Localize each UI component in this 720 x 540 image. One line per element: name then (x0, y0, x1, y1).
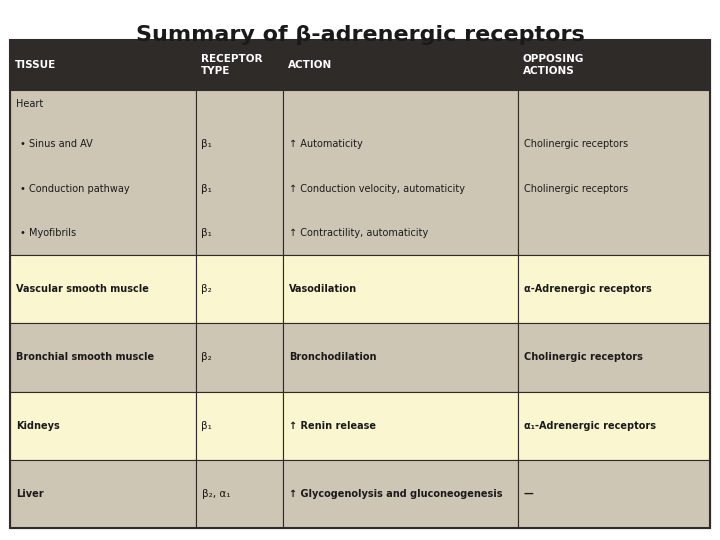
Text: β₂: β₂ (202, 284, 212, 294)
Text: Bronchodilation: Bronchodilation (289, 353, 377, 362)
Text: Vasodilation: Vasodilation (289, 284, 357, 294)
Text: ↑ Renin release: ↑ Renin release (289, 421, 376, 430)
Bar (283, 255, 518, 323)
Text: β₁: β₁ (202, 228, 212, 238)
Bar (518, 255, 710, 323)
Text: ↑ Automaticity: ↑ Automaticity (289, 139, 363, 149)
Bar (283, 392, 518, 460)
Text: Liver: Liver (16, 489, 44, 499)
Bar (196, 255, 283, 323)
Bar (10, 460, 196, 528)
Bar (283, 323, 518, 392)
Text: α₁-Adrenergic receptors: α₁-Adrenergic receptors (523, 421, 655, 430)
Text: ↑ Glycogenolysis and gluconeogenesis: ↑ Glycogenolysis and gluconeogenesis (289, 489, 503, 499)
Text: β₂: β₂ (202, 353, 212, 362)
Text: Cholinergic receptors: Cholinergic receptors (523, 353, 642, 362)
Bar (283, 460, 518, 528)
Text: Kidneys: Kidneys (16, 421, 60, 430)
Text: Bronchial smooth muscle: Bronchial smooth muscle (16, 353, 154, 362)
Text: Summary of β-adrenergic receptors: Summary of β-adrenergic receptors (135, 25, 585, 45)
Text: Cholinergic receptors: Cholinergic receptors (523, 139, 628, 149)
Text: α-Adrenergic receptors: α-Adrenergic receptors (523, 284, 652, 294)
Bar (10, 90, 196, 255)
Bar (518, 323, 710, 392)
Bar (196, 460, 283, 528)
Bar (196, 323, 283, 392)
Text: OPPOSING
ACTIONS: OPPOSING ACTIONS (523, 54, 584, 76)
Text: β₂, α₁: β₂, α₁ (202, 489, 230, 499)
Bar (283, 90, 518, 255)
Bar (10, 392, 196, 460)
Bar (10, 255, 196, 323)
Text: ↑ Conduction velocity, automaticity: ↑ Conduction velocity, automaticity (289, 184, 465, 193)
Bar (196, 90, 283, 255)
Text: Heart: Heart (16, 99, 43, 109)
Bar (283, 40, 518, 90)
Text: β₁: β₁ (202, 184, 212, 193)
Text: TISSUE: TISSUE (15, 60, 56, 70)
Text: ↑ Contractility, automaticity: ↑ Contractility, automaticity (289, 228, 428, 238)
Bar (196, 392, 283, 460)
Bar (518, 392, 710, 460)
Text: ACTION: ACTION (288, 60, 332, 70)
Text: —: — (523, 489, 534, 499)
Text: • Myofibrils: • Myofibrils (20, 228, 76, 238)
Text: Vascular smooth muscle: Vascular smooth muscle (16, 284, 149, 294)
Bar (518, 40, 710, 90)
Text: RECEPTOR
TYPE: RECEPTOR TYPE (200, 54, 262, 76)
Bar (196, 40, 283, 90)
Text: • Conduction pathway: • Conduction pathway (20, 184, 130, 193)
Text: β₁: β₁ (202, 139, 212, 149)
Bar (518, 460, 710, 528)
Text: β₁: β₁ (202, 421, 212, 430)
Bar (518, 90, 710, 255)
Bar (10, 323, 196, 392)
Text: • Sinus and AV: • Sinus and AV (20, 139, 93, 149)
Bar (10, 40, 196, 90)
Text: Cholinergic receptors: Cholinergic receptors (523, 184, 628, 193)
